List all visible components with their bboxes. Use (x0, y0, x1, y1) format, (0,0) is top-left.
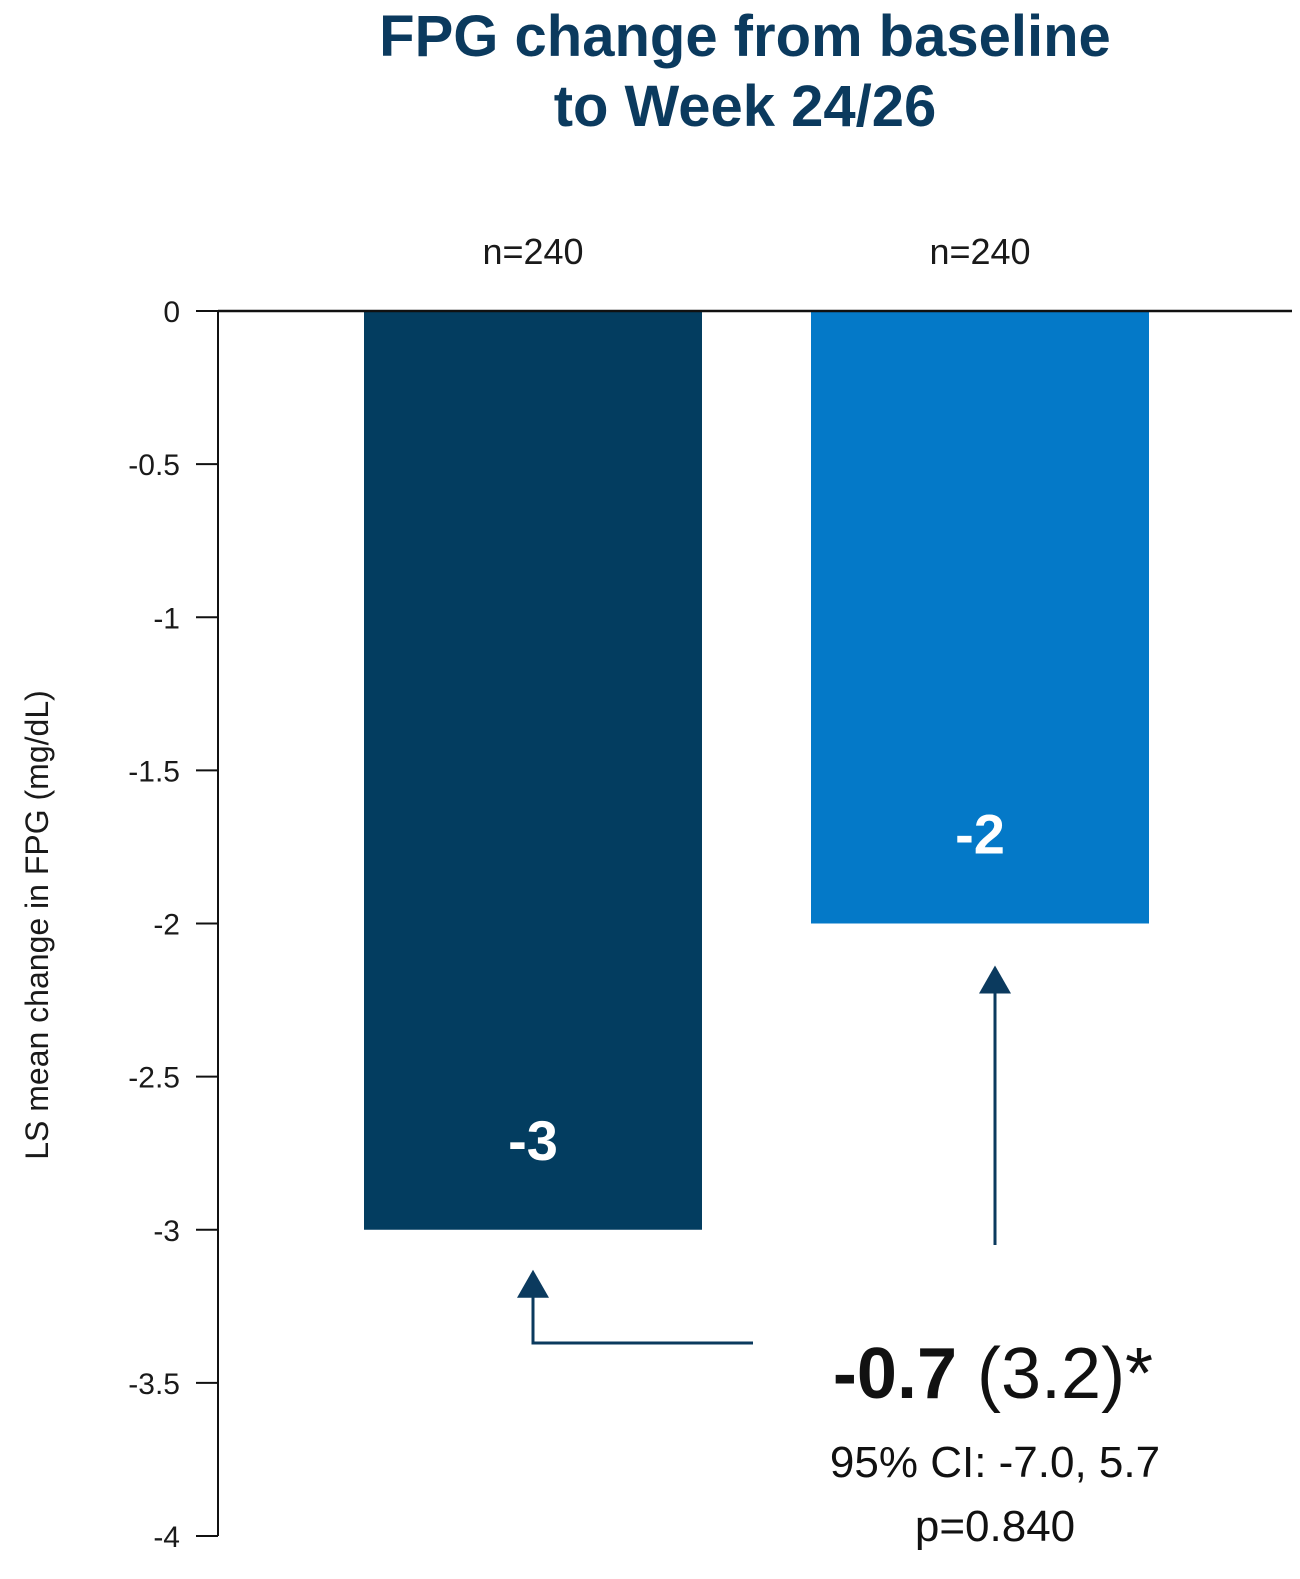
bar (364, 311, 702, 1230)
bar-value-label: -2 (955, 803, 1005, 866)
y-tick-label: -0.5 (128, 449, 180, 482)
bar-n-label: n=240 (929, 231, 1030, 272)
confidence-interval: 95% CI: -7.0, 5.7 (830, 1438, 1160, 1487)
y-tick-label: -3 (153, 1215, 180, 1248)
y-tick-label: -3.5 (128, 1368, 180, 1401)
bar-value-label: -3 (508, 1109, 558, 1172)
y-tick-label: 0 (163, 296, 180, 329)
y-tick-label: -1.5 (128, 755, 180, 788)
y-tick-label: -1 (153, 602, 180, 635)
bar-n-label: n=240 (482, 231, 583, 272)
chart-title: FPG change from baseline to Week 24/26 (345, 2, 1145, 142)
difference-value: -0.7 (833, 1334, 957, 1414)
bar (811, 311, 1149, 924)
p-value: p=0.840 (915, 1502, 1075, 1551)
chart-title-line-2: to Week 24/26 (553, 74, 937, 139)
y-tick-label: -2 (153, 909, 180, 942)
y-tick-label: -2.5 (128, 1062, 180, 1095)
arrow-line-left (531, 1291, 753, 1345)
difference-estimate: -0.7 (3.2)* (833, 1334, 1153, 1414)
y-axis-label: LS mean change in FPG (mg/dL) (19, 690, 55, 1160)
chart-title-line-1: FPG change from baseline (379, 4, 1111, 69)
y-tick-label: -4 (153, 1521, 180, 1554)
arrow-head-left (517, 1269, 549, 1298)
difference-se: (3.2)* (957, 1334, 1153, 1414)
arrow-head-right (979, 965, 1011, 994)
